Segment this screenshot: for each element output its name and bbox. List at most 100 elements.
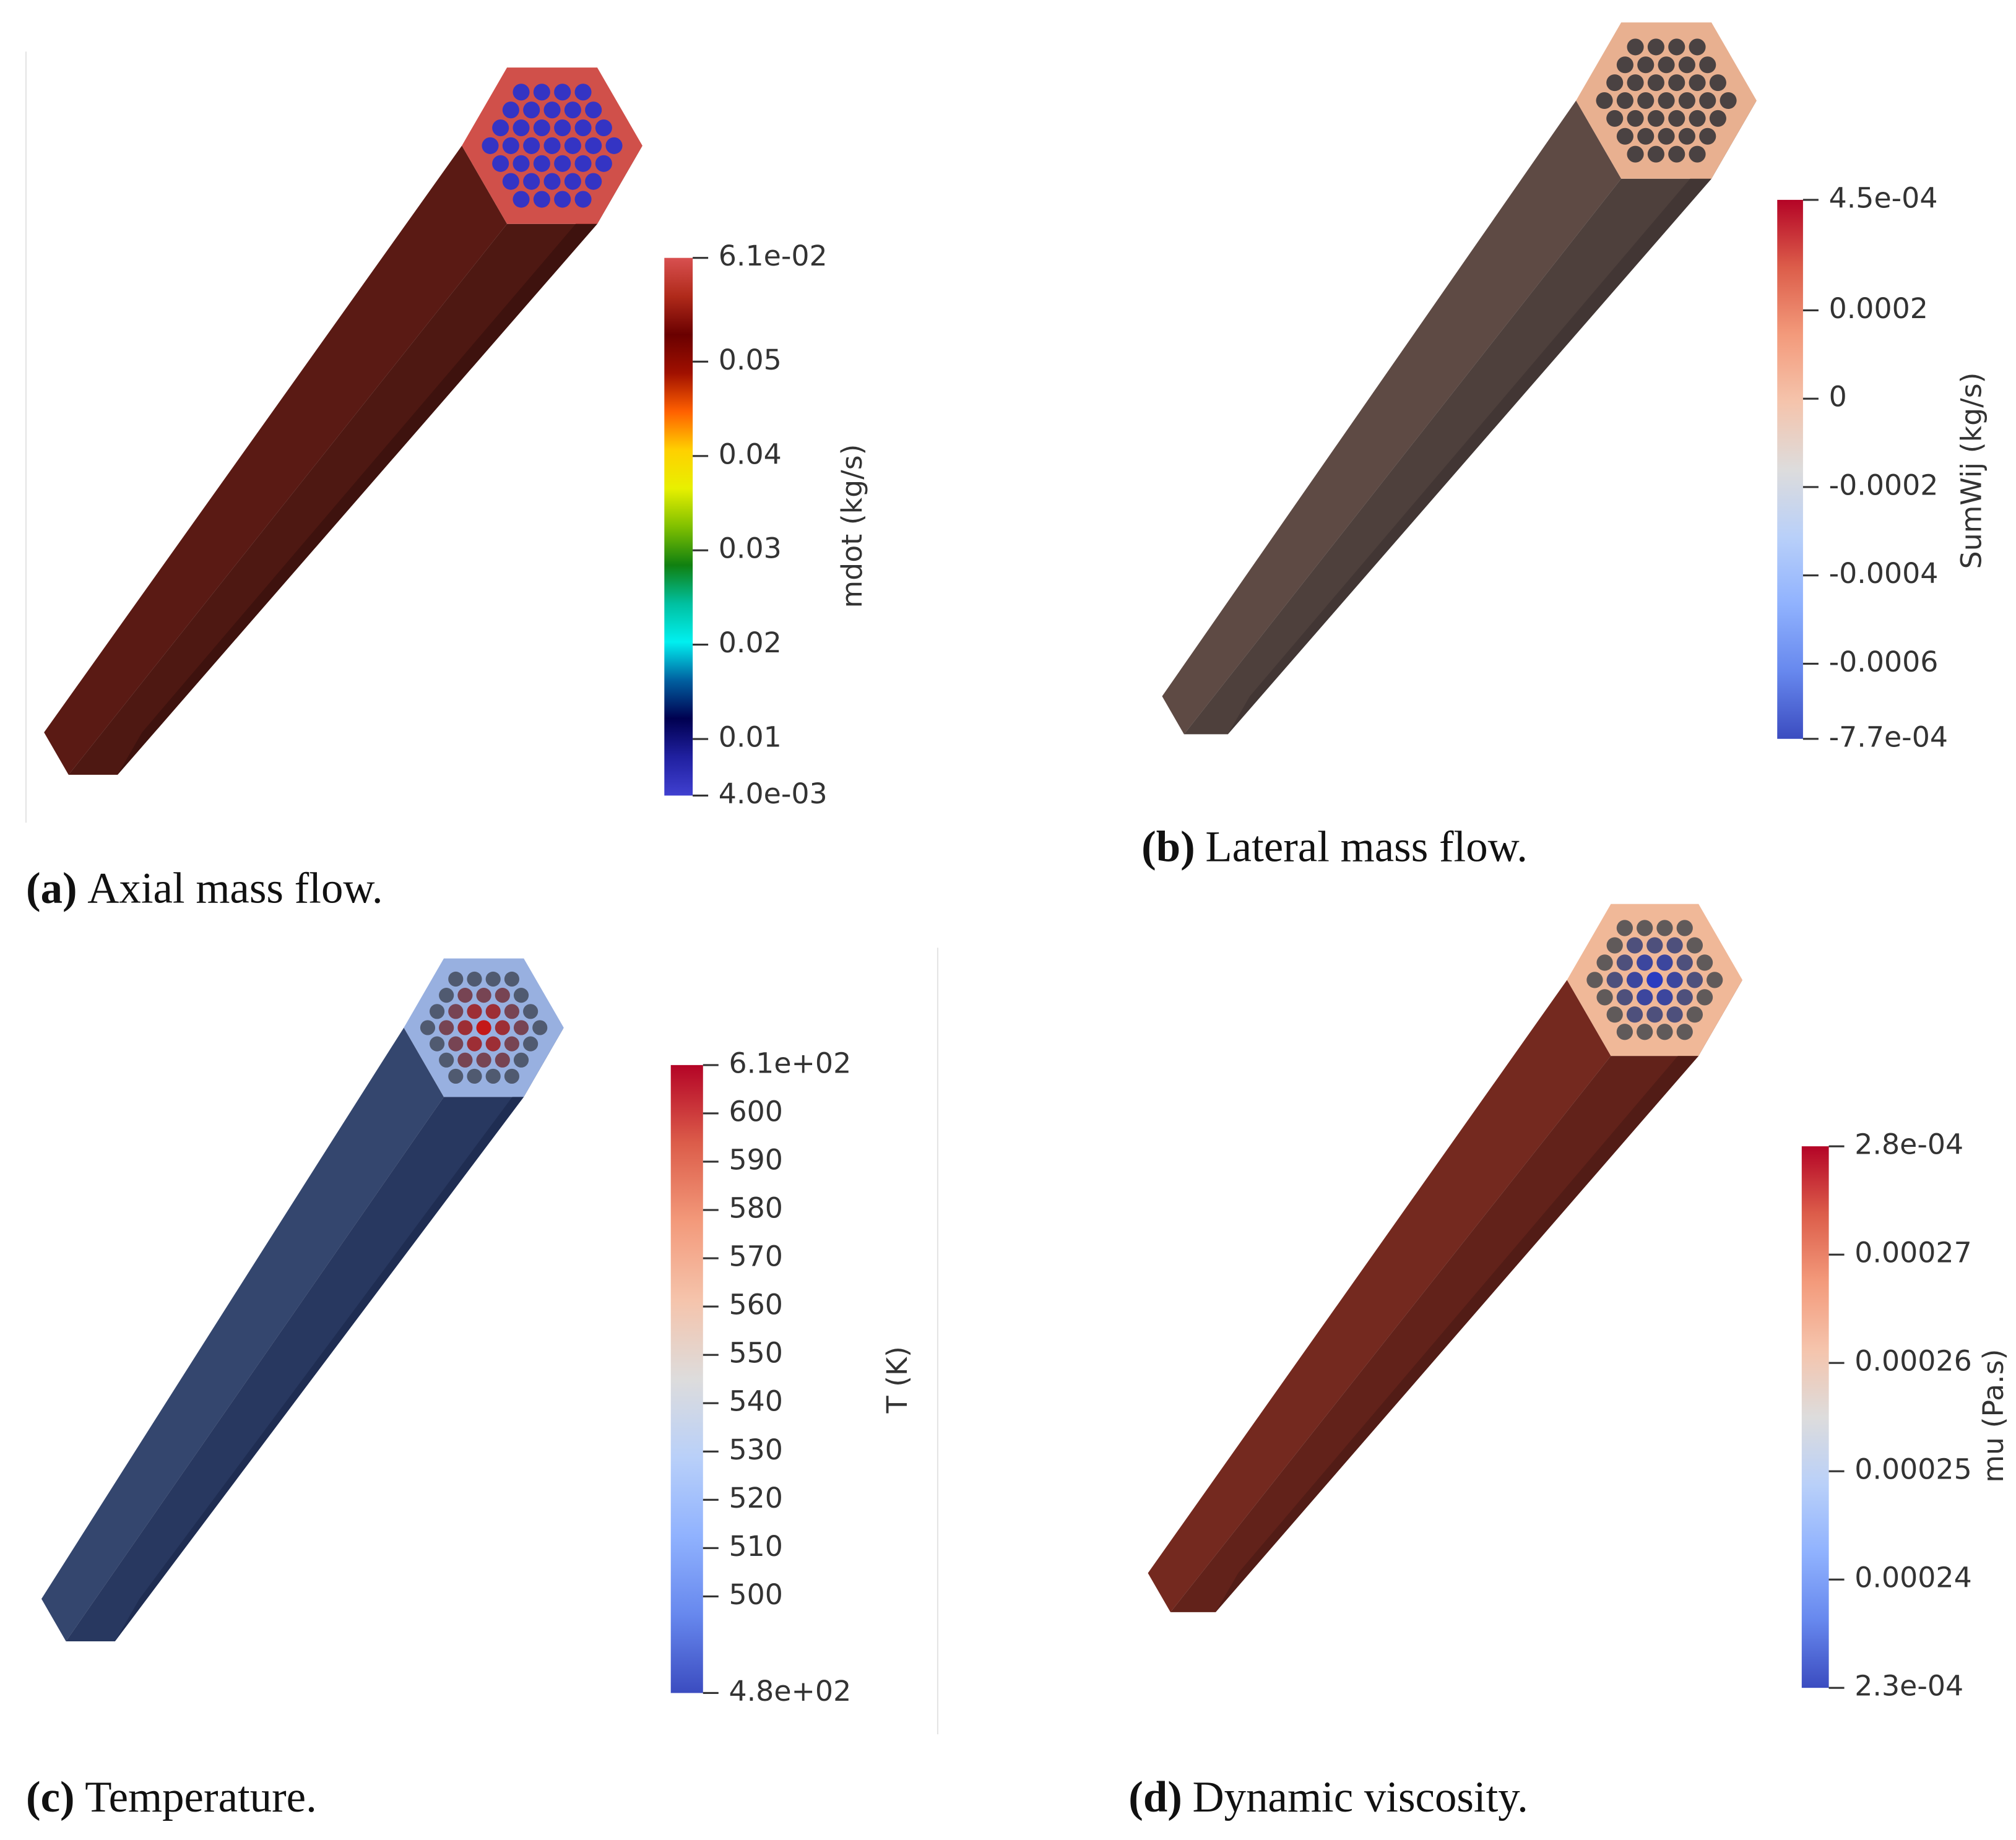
pin xyxy=(543,102,561,119)
tick-label: -0.0004 xyxy=(1829,556,1939,590)
prism-face xyxy=(1227,100,1757,735)
caption: (c) Temperature. xyxy=(26,1773,317,1821)
prism-face xyxy=(115,1027,564,1641)
pin xyxy=(1616,56,1633,74)
pin xyxy=(1689,38,1706,56)
pin xyxy=(1686,972,1703,988)
caption: (a) Axial mass flow. xyxy=(26,864,383,912)
caption: (d) Dynamic viscosity. xyxy=(1128,1773,1528,1821)
pin xyxy=(1656,1024,1673,1040)
tick-label: 0.00026 xyxy=(1854,1344,1972,1378)
pin xyxy=(1627,74,1644,92)
pin xyxy=(1709,110,1726,127)
pin xyxy=(574,155,592,172)
tick-label: 0.01 xyxy=(719,720,782,754)
tick-label: -7.7e-04 xyxy=(1829,720,1948,753)
tick-label: 0.00024 xyxy=(1854,1561,1972,1594)
pin xyxy=(605,137,623,154)
pin xyxy=(485,1036,501,1052)
pin xyxy=(1646,972,1663,988)
colorbar xyxy=(1801,1146,1829,1688)
pin xyxy=(1709,74,1726,92)
tick-label: 590 xyxy=(729,1142,782,1176)
pin xyxy=(1596,954,1613,971)
pin xyxy=(1637,920,1653,936)
tick-label: 600 xyxy=(729,1094,782,1128)
tick-label: 4.0e-03 xyxy=(719,777,828,810)
tick-label: 0 xyxy=(1829,380,1847,413)
pin xyxy=(1637,989,1653,1006)
pin xyxy=(439,1052,454,1068)
pin xyxy=(1678,92,1695,110)
pin xyxy=(1720,92,1737,110)
prism-face xyxy=(41,1027,444,1641)
pin xyxy=(1686,937,1703,954)
tick-label: 2.3e-04 xyxy=(1854,1669,1963,1703)
pin xyxy=(467,971,482,987)
pin xyxy=(513,84,530,101)
pin xyxy=(1637,954,1653,971)
caption-text: Axial mass flow. xyxy=(87,864,383,912)
pin xyxy=(492,119,509,137)
pin xyxy=(564,173,581,190)
pin xyxy=(1637,56,1655,74)
pin xyxy=(476,1052,491,1068)
pin xyxy=(1596,92,1613,110)
prism-face xyxy=(66,1097,524,1641)
pin xyxy=(457,988,473,1003)
pin xyxy=(1606,972,1623,988)
caption-text: Lateral mass flow. xyxy=(1205,823,1528,871)
pin xyxy=(1616,920,1633,936)
tick-label: -0.0006 xyxy=(1829,645,1939,678)
pin xyxy=(1676,989,1693,1006)
tick-label: 0.00027 xyxy=(1854,1236,1972,1269)
pin xyxy=(467,1036,482,1052)
pin xyxy=(1689,74,1706,92)
tick-label: 560 xyxy=(729,1288,782,1321)
pin xyxy=(554,155,571,172)
pin xyxy=(1666,1006,1683,1023)
pin xyxy=(1616,1024,1633,1040)
prism-face xyxy=(1162,100,1622,735)
prism-face xyxy=(44,145,508,775)
pin xyxy=(476,988,491,1003)
tick-label: 4.5e-04 xyxy=(1829,181,1938,214)
pin xyxy=(457,1052,473,1068)
prism-face xyxy=(1215,980,1742,1612)
pin xyxy=(1626,937,1643,954)
colorbar xyxy=(664,257,693,796)
tick-label: 0.0002 xyxy=(1829,292,1928,325)
pin xyxy=(1658,56,1675,74)
colorbar xyxy=(1777,199,1803,739)
pin xyxy=(1627,145,1644,163)
pin xyxy=(554,191,571,208)
pin xyxy=(1656,989,1673,1006)
pin xyxy=(429,1004,445,1019)
tick-label: 580 xyxy=(729,1191,782,1225)
tick-label: 0.05 xyxy=(719,343,782,376)
pin xyxy=(492,155,509,172)
tick-label: 570 xyxy=(729,1240,782,1273)
pin xyxy=(1699,92,1716,110)
tick-label: 0.00025 xyxy=(1854,1453,1972,1486)
pin xyxy=(504,1004,519,1019)
pin xyxy=(1666,972,1683,988)
tick-label: 520 xyxy=(729,1481,782,1514)
caption-text: Dynamic viscosity. xyxy=(1193,1773,1528,1821)
tick-label: 550 xyxy=(729,1336,782,1370)
pin xyxy=(1606,74,1624,92)
pin xyxy=(523,1004,539,1019)
pin xyxy=(1676,920,1693,936)
pin xyxy=(1699,127,1716,145)
pin xyxy=(533,155,550,172)
pin xyxy=(1627,110,1644,127)
caption-label: (b) xyxy=(1141,823,1195,871)
pin xyxy=(504,971,519,987)
pin xyxy=(467,1068,482,1084)
pin xyxy=(448,1036,464,1052)
pin xyxy=(1696,989,1713,1006)
pin xyxy=(513,1052,529,1068)
pin xyxy=(495,1020,510,1035)
tick-label: 510 xyxy=(729,1529,782,1563)
pin xyxy=(1656,954,1673,971)
